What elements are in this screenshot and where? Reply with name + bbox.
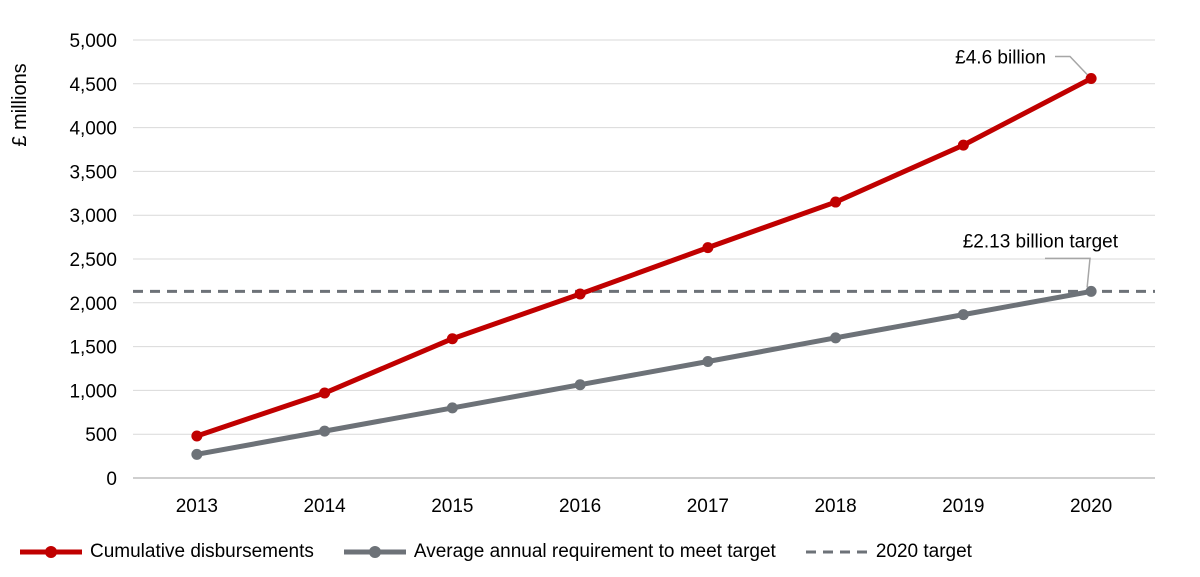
data-point <box>574 288 586 300</box>
series-line <box>194 288 1094 457</box>
y-tick-label: 0 <box>106 469 117 490</box>
data-point <box>1085 285 1097 297</box>
data-point <box>191 430 203 442</box>
x-tick-label: 2013 <box>176 496 218 517</box>
legend-symbol-series-1 <box>343 546 406 558</box>
y-tick-label: 5,000 <box>69 31 117 52</box>
annotation-label: £4.6 billion <box>955 48 1046 69</box>
legend: Cumulative disbursements Average annual … <box>18 538 1000 566</box>
y-tick-label: 1,500 <box>69 338 117 359</box>
annotation-label: £2.13 billion target <box>963 231 1119 252</box>
legend-label-series-1: Average annual requirement to meet targe… <box>413 541 776 562</box>
y-axis-label: £ millions <box>9 63 31 146</box>
legend-label-series-0: Cumulative disbursements <box>90 541 314 562</box>
legend-label-reference: 2020 target <box>875 541 972 562</box>
annotation-0: £4.6 billion <box>955 48 1088 76</box>
data-point <box>446 402 458 414</box>
annotation-leader-line <box>1055 55 1088 76</box>
data-point <box>957 139 969 151</box>
series-line <box>194 76 1094 439</box>
data-point <box>191 448 203 460</box>
annotations-group: £4.6 billion £2.13 billion target <box>955 48 1119 288</box>
x-tick-label: 2014 <box>303 496 346 517</box>
legend-item-series-0: Cumulative disbursements <box>18 541 314 563</box>
data-point <box>574 379 586 391</box>
data-point <box>830 332 842 344</box>
x-tick-label: 2017 <box>687 496 729 517</box>
data-point <box>1085 73 1097 85</box>
legend-item-series-1: Average annual requirement to meet targe… <box>342 541 776 563</box>
y-tick-label: 2,500 <box>69 250 117 271</box>
y-axis-ticks: 0 500 1,000 1,500 2,000 2,500 3,000 3,500 4,000 4… <box>69 31 117 490</box>
y-tick-label: 3,000 <box>69 206 117 227</box>
y-tick-label: 1,000 <box>69 381 117 402</box>
x-tick-label: 2018 <box>814 496 856 517</box>
data-point <box>830 196 842 208</box>
x-tick-label: 2019 <box>942 496 984 517</box>
legend-symbol-reference <box>805 550 868 554</box>
x-axis-ticks: 2013 2014 2015 2016 2017 2018 2019 2020 <box>176 496 1113 517</box>
data-point <box>446 333 458 345</box>
series-0 <box>191 73 1097 442</box>
data-point <box>319 425 331 437</box>
y-tick-label: 3,500 <box>69 162 117 183</box>
x-tick-label: 2016 <box>559 496 601 517</box>
y-tick-label: 2,000 <box>69 294 117 315</box>
annotation-1: £2.13 billion target <box>963 231 1119 288</box>
data-point <box>957 309 969 321</box>
series-1 <box>191 285 1097 460</box>
legend-symbol-series-0 <box>20 546 82 558</box>
data-point <box>702 242 714 254</box>
data-point <box>702 355 714 367</box>
y-tick-label: 500 <box>85 425 117 446</box>
data-point <box>319 387 331 399</box>
annotation-leader-line <box>1045 257 1091 288</box>
legend-item-reference: 2020 target <box>804 541 972 563</box>
y-tick-label: 4,000 <box>69 119 117 140</box>
series-group <box>191 73 1097 460</box>
y-tick-label: 4,500 <box>69 75 117 96</box>
x-tick-label: 2020 <box>1070 496 1112 517</box>
gridlines <box>133 39 1155 479</box>
x-tick-label: 2015 <box>431 496 473 517</box>
